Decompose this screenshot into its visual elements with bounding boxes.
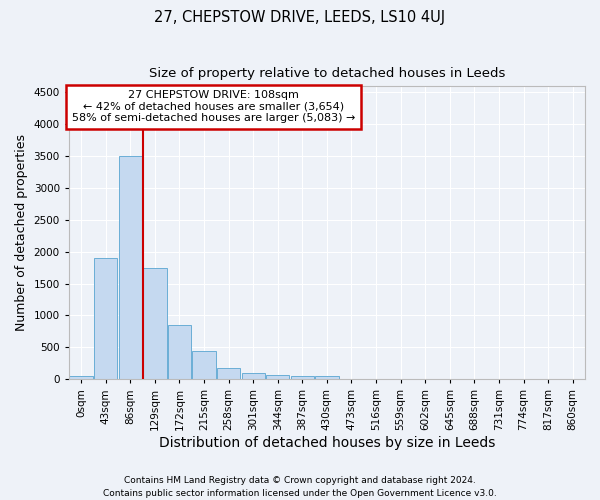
Text: 27, CHEPSTOW DRIVE, LEEDS, LS10 4UJ: 27, CHEPSTOW DRIVE, LEEDS, LS10 4UJ — [154, 10, 446, 25]
Bar — [242, 373, 265, 380]
Bar — [143, 268, 167, 380]
Text: Contains HM Land Registry data © Crown copyright and database right 2024.
Contai: Contains HM Land Registry data © Crown c… — [103, 476, 497, 498]
Bar — [290, 376, 314, 380]
Text: 27 CHEPSTOW DRIVE: 108sqm
← 42% of detached houses are smaller (3,654)
58% of se: 27 CHEPSTOW DRIVE: 108sqm ← 42% of detac… — [71, 90, 355, 124]
Bar — [315, 376, 338, 380]
Bar — [168, 325, 191, 380]
Bar — [217, 368, 240, 380]
Title: Size of property relative to detached houses in Leeds: Size of property relative to detached ho… — [149, 68, 505, 80]
X-axis label: Distribution of detached houses by size in Leeds: Distribution of detached houses by size … — [159, 436, 495, 450]
Bar — [266, 376, 289, 380]
Bar — [193, 350, 215, 380]
Bar — [94, 258, 118, 380]
Bar — [70, 376, 93, 380]
Bar — [119, 156, 142, 380]
Y-axis label: Number of detached properties: Number of detached properties — [15, 134, 28, 331]
